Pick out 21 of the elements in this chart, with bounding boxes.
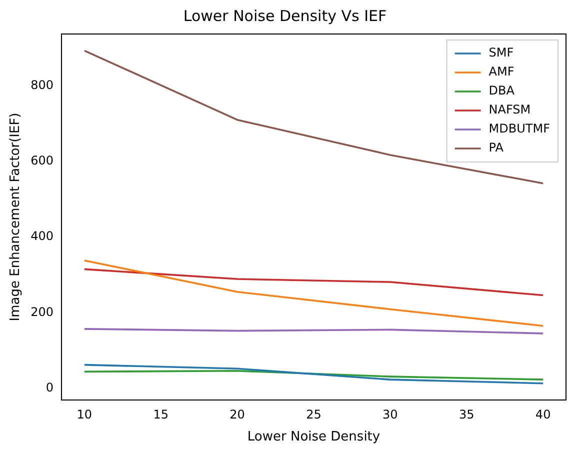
legend-label: NAFSM bbox=[488, 102, 531, 117]
legend-label: MDBUTMF bbox=[488, 122, 550, 136]
x-tick-label: 25 bbox=[306, 407, 322, 422]
y-tick-label: 800 bbox=[30, 78, 54, 92]
legend-label: AMF bbox=[488, 64, 514, 79]
legend-label: SMF bbox=[488, 46, 514, 60]
x-tick-label: 35 bbox=[458, 407, 474, 422]
y-tick-label: 400 bbox=[30, 229, 54, 244]
y-tick-label: 600 bbox=[30, 154, 54, 168]
y-axis-title: Image Enhancement Factor(IEF) bbox=[8, 112, 24, 322]
x-tick-label: 30 bbox=[382, 407, 398, 422]
y-tick-label: 0 bbox=[46, 380, 54, 394]
legend-label: PA bbox=[488, 140, 504, 155]
y-tick-label: 200 bbox=[30, 304, 54, 319]
x-tick-label: 40 bbox=[535, 407, 551, 422]
legend-label: DBA bbox=[488, 84, 516, 98]
x-tick-label: 20 bbox=[230, 407, 245, 422]
x-tick-label: 10 bbox=[76, 407, 92, 422]
x-tick-label: 15 bbox=[153, 407, 169, 422]
x-axis-title: Lower Noise Density bbox=[247, 430, 380, 445]
chart-title: Lower Noise Density Vs IEF bbox=[183, 6, 387, 25]
